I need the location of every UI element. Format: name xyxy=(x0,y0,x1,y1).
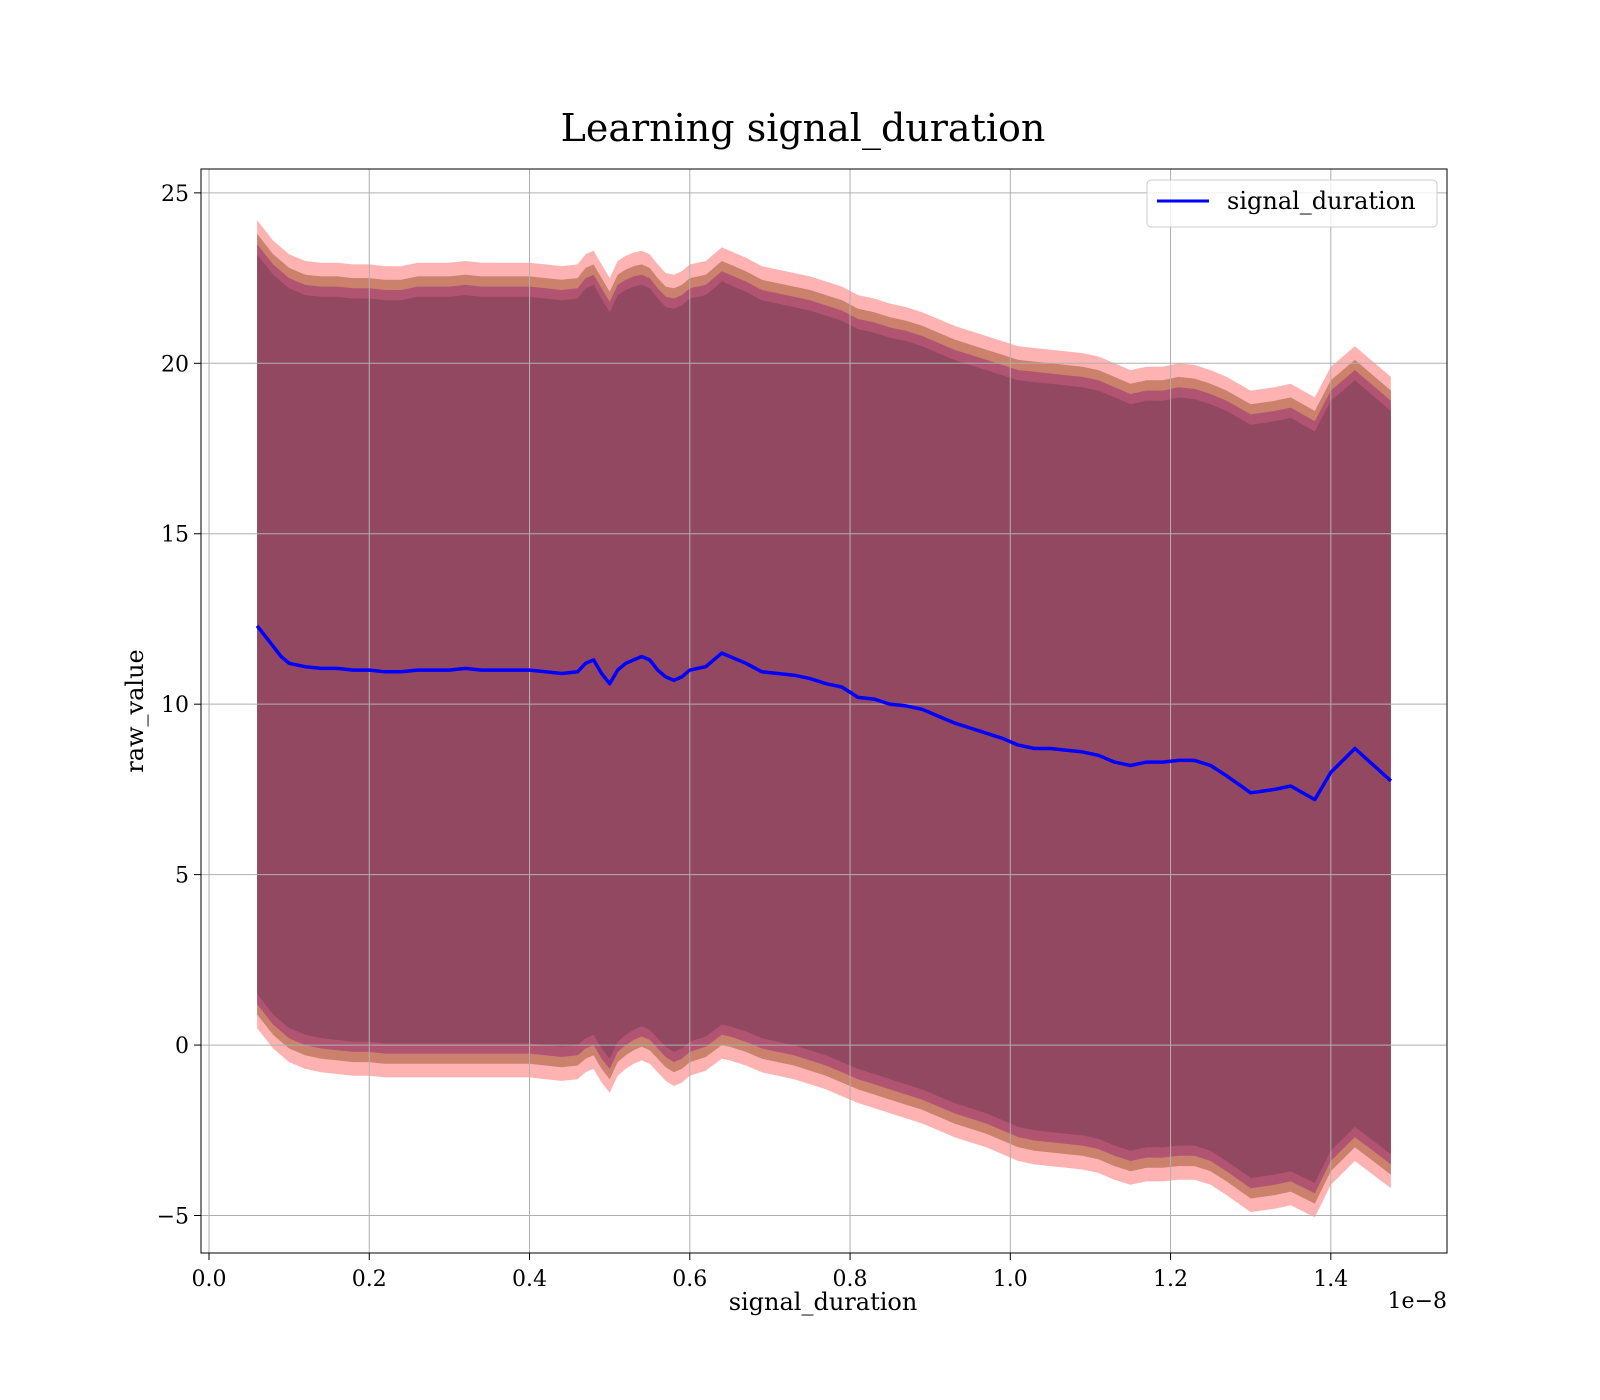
legend-label: signal_duration xyxy=(1227,187,1416,215)
gridlines xyxy=(201,169,1447,1253)
series-line-layer xyxy=(255,624,1393,802)
y-tick-label: 10 xyxy=(161,693,189,718)
x-tick-label: 0.6 xyxy=(672,1267,707,1292)
core-band xyxy=(257,254,1391,1184)
y-tick-label: 20 xyxy=(161,352,189,377)
y-tick-label: 25 xyxy=(161,182,189,207)
x-axis-ticks: 0.0 0.2 0.4 0.6 0.8 1.0 1.2 1.4 xyxy=(192,1253,1348,1292)
legend: signal_duration xyxy=(1146,179,1438,228)
y-axis-ticks: −5 0 5 10 15 20 25 xyxy=(157,182,201,1230)
plot-area-frame xyxy=(200,168,1448,1254)
y-tick-label: −5 xyxy=(157,1205,189,1230)
legend-box xyxy=(1146,179,1438,228)
x-axis-label: signal_duration xyxy=(729,1288,918,1316)
y-tick-label: 0 xyxy=(175,1034,189,1059)
chart-title: Learning signal_duration xyxy=(561,106,1046,151)
y-tick-label: 5 xyxy=(175,864,189,889)
y-tick-label: 15 xyxy=(161,523,189,548)
x-axis-offset-label: 1e−8 xyxy=(1388,1289,1447,1314)
x-tick-label: 0.2 xyxy=(352,1267,387,1292)
x-tick-label: 0.4 xyxy=(512,1267,547,1292)
x-tick-label: 1.0 xyxy=(993,1267,1028,1292)
confidence-bands xyxy=(257,220,1391,1218)
series-line-signal-duration xyxy=(255,624,1393,802)
x-tick-label: 0.8 xyxy=(833,1267,868,1292)
x-tick-label: 0.0 xyxy=(192,1267,227,1292)
x-tick-label: 1.2 xyxy=(1153,1267,1188,1292)
y-axis-label: raw_value xyxy=(121,649,149,773)
x-tick-label: 1.4 xyxy=(1313,1267,1348,1292)
